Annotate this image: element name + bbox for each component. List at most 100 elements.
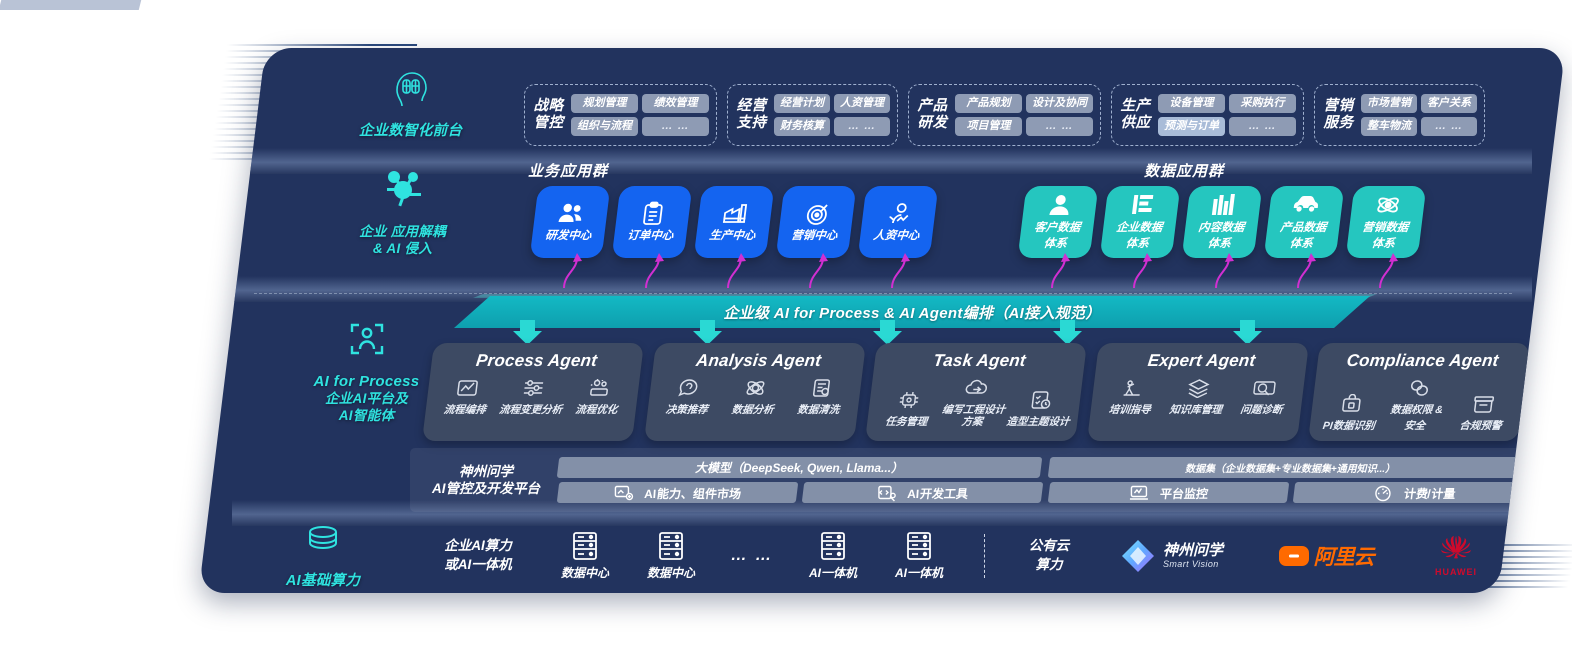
agent-item[interactable]: PI数据识别 <box>1315 393 1386 432</box>
data-card-label2: 体系 <box>1289 238 1314 250</box>
group-cell[interactable]: 市场营销 <box>1361 94 1417 113</box>
shield-cloud-icon <box>1407 378 1432 400</box>
agent-card-task[interactable]: Task Agent 任务管理 <box>865 343 1087 441</box>
agent-item[interactable]: 编写工程设计方案 <box>939 378 1011 428</box>
group-cell-more[interactable]: … … <box>1026 117 1093 136</box>
agent-item[interactable]: 数据权限 & 安全 <box>1381 378 1453 432</box>
group-cell[interactable]: 客户关系 <box>1421 94 1477 113</box>
app-card-hr[interactable]: 人资中心 <box>857 186 939 258</box>
tile-monitor[interactable]: 平台监控 <box>1047 482 1289 503</box>
tile-label: AI开发工具 <box>905 486 968 500</box>
rail-label-line1: 企业 应用解耦 <box>359 224 446 239</box>
huawei-icon <box>1441 536 1471 559</box>
group-cell-more[interactable]: … … <box>1229 117 1296 136</box>
group-cell[interactable]: 财务核算 <box>774 117 830 136</box>
data-card-product[interactable]: 产品数据 体系 <box>1263 186 1345 258</box>
infra-enterprise-compute: 企业AI算力 或AI一体机 <box>414 538 542 573</box>
agent-item[interactable]: 问题诊断 <box>1228 378 1299 416</box>
agent-item-label: 知识库管理 <box>1168 404 1223 416</box>
agent-item[interactable]: 任务管理 <box>873 390 944 428</box>
rail-front-office: 企业数智化前台 <box>318 66 503 140</box>
monitor-icon <box>1130 485 1149 500</box>
data-card-enterprise[interactable]: 企业数据 体系 <box>1099 186 1181 258</box>
rail-ai-for-process: AI for Process 企业AI平台及 AI智能体 <box>274 316 459 424</box>
tile-ai-devtool[interactable]: AI开发工具 <box>801 482 1043 503</box>
group-cell[interactable]: 项目管理 <box>955 117 1022 136</box>
app-card-marketing[interactable]: 营销中心 <box>775 186 857 258</box>
agent-item-label: 造型主题设计 <box>1005 416 1071 428</box>
infra-datacenter-1[interactable]: 数据中心 <box>542 531 628 580</box>
agent-item-label: PI数据识别 <box>1322 420 1376 432</box>
rail-label: 企业数智化前台 <box>358 123 463 139</box>
group-cell[interactable]: 规划管理 <box>571 94 638 113</box>
group-cell[interactable]: 经营计划 <box>774 94 830 113</box>
dataset-bar[interactable]: 数据集（企业数据集+专业数据集+通用知识...） <box>1047 457 1534 478</box>
app-card-production[interactable]: 生产中心 <box>693 186 775 258</box>
group-cell[interactable]: 人资管理 <box>834 94 890 113</box>
infra-label-line2: 或AI一体机 <box>444 557 512 572</box>
agent-item[interactable]: 流程变更分析 <box>497 378 568 416</box>
agent-item[interactable]: 合规预警 <box>1447 394 1518 432</box>
agent-item[interactable]: 造型主题设计 <box>1004 390 1075 428</box>
group-cell[interactable]: 预测与订单 <box>1158 117 1225 136</box>
infra-ai-appliance-1[interactable]: AI一体机 <box>790 531 876 580</box>
group-cell[interactable]: 绩效管理 <box>642 94 709 113</box>
public-cloud-line2: 算力 <box>1035 557 1063 572</box>
agent-item[interactable]: 知识库管理 <box>1162 378 1233 416</box>
sliders-icon <box>521 378 546 400</box>
agent-title: Compliance Agent <box>1345 351 1501 370</box>
server-icon <box>907 532 931 560</box>
data-apps-cards: 客户数据 体系 企业数据 体系 <box>1017 186 1427 258</box>
data-card-label: 产品数据 <box>1279 222 1327 234</box>
vendor-shenzhou[interactable]: 神州问学 Smart Vision <box>1091 537 1251 575</box>
data-card-label: 企业数据 <box>1115 222 1163 234</box>
group-cell[interactable]: 产品规划 <box>955 94 1022 113</box>
agent-down-arrows <box>513 320 1262 345</box>
agent-item[interactable]: 流程编排 <box>431 378 502 416</box>
agent-item[interactable]: 数据清洗 <box>784 378 855 416</box>
group-cell-more[interactable]: … … <box>1421 117 1477 136</box>
group-cell-more[interactable]: … … <box>642 117 709 136</box>
app-card-order[interactable]: 订单中心 <box>611 186 693 258</box>
agent-item-label: 数据清洗 <box>796 404 840 416</box>
group-cell[interactable]: 设备管理 <box>1158 94 1225 113</box>
tile-label: 平台监控 <box>1158 486 1209 500</box>
group-cell[interactable]: 组织与流程 <box>571 117 638 136</box>
rail-app-decoupling: 企业 应用解耦 & AI 侵入 <box>310 166 495 257</box>
data-apps-title: 数据应用群 <box>1144 163 1225 180</box>
app-card-rd[interactable]: 研发中心 <box>529 186 611 258</box>
agent-card-analysis[interactable]: Analysis Agent 决策推荐 <box>643 343 866 441</box>
group-name: 经营支持 <box>736 98 767 131</box>
agent-item[interactable]: 决策推荐 <box>653 378 724 416</box>
tile-billing[interactable]: 计费/计量 <box>1292 482 1534 503</box>
agent-card-expert[interactable]: Expert Agent 培训指导 知识 <box>1086 343 1309 441</box>
data-card-label2: 体系 <box>1125 238 1150 250</box>
flow-chart-icon <box>455 378 480 400</box>
agent-card-compliance[interactable]: Compliance Agent PI数据识别 <box>1308 343 1530 441</box>
diagnose-icon <box>1250 378 1277 400</box>
infra-datacenter-2[interactable]: 数据中心 <box>628 531 714 580</box>
infra-public-cloud: 公有云 算力 <box>1007 538 1091 573</box>
agent-item[interactable]: 数据分析 <box>719 378 790 416</box>
data-card-customer[interactable]: 客户数据 体系 <box>1017 186 1099 258</box>
tile-ai-market[interactable]: AI能力、组件市场 <box>556 482 798 503</box>
data-card-marketing[interactable]: 营销数据 体系 <box>1345 186 1427 258</box>
data-card-label: 客户数据 <box>1033 222 1081 234</box>
infra-ai-appliance-2[interactable]: AI一体机 <box>876 531 962 580</box>
data-card-content[interactable]: 内容数据 体系 <box>1181 186 1263 258</box>
vendor-alibaba[interactable]: 阿里云 <box>1251 541 1401 571</box>
group-cell[interactable]: 设计及协同 <box>1026 94 1093 113</box>
agent-item[interactable]: 培训指导 <box>1096 378 1167 416</box>
agent-item-label: 问题诊断 <box>1239 404 1283 416</box>
infra-more-dots: … … <box>714 547 790 564</box>
agent-item[interactable]: 流程优化 <box>563 378 634 416</box>
vendor-huawei[interactable]: HUAWEI <box>1401 534 1511 577</box>
dataset-bar-label: 数据集（企业数据集+专业数据集+通用知识...） <box>1185 464 1396 475</box>
model-bar[interactable]: 大模型（DeepSeek, Qwen, Llama...） <box>556 457 1043 478</box>
group-name: 产品研发 <box>917 98 948 131</box>
clipboard-icon <box>640 201 665 227</box>
agent-card-process[interactable]: Process Agent 流程编排 <box>421 343 644 441</box>
group-cell[interactable]: 采购执行 <box>1229 94 1296 113</box>
group-cell[interactable]: 整车物流 <box>1361 117 1417 136</box>
group-cell-more[interactable]: … … <box>834 117 890 136</box>
